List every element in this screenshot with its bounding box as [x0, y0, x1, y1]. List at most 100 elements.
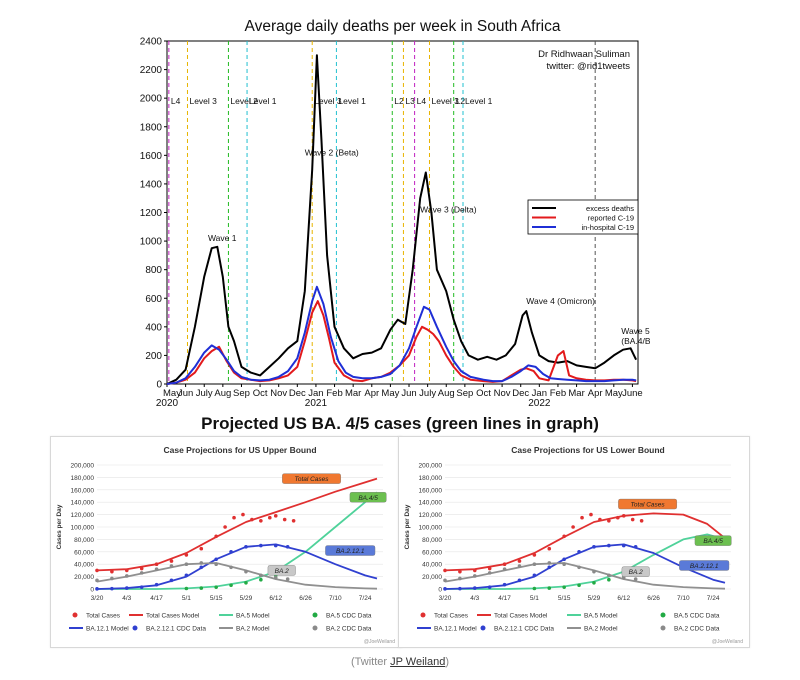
- data-point-ba-2-cdc-data: [592, 569, 596, 574]
- callout-label: BA.4/5: [703, 538, 723, 545]
- y-axis-label: Cases per Day: [404, 504, 411, 549]
- callout-label: BA.2.12.1: [336, 548, 365, 555]
- upper-bound-panel: Case Projections for US Upper Bound 0 20,0…: [50, 436, 402, 648]
- y-tick-label: 120,000: [71, 512, 95, 519]
- credit-label: @JoeWeiland: [364, 639, 395, 645]
- level-label: Level 3: [314, 96, 342, 106]
- x-tick-label: 4/3: [470, 595, 479, 602]
- y-tick-label: 1200: [140, 208, 163, 219]
- level-label: L2: [394, 96, 404, 106]
- callout-label: Total Cases: [631, 502, 666, 509]
- wave-annotation: (BA.4/BA.5): [621, 336, 650, 346]
- x-tick-label: Mar: [345, 388, 361, 399]
- data-point-ba-2-cdc-data: [607, 573, 611, 578]
- y-tick-label: 100,000: [419, 525, 443, 532]
- data-point-ba-2-cdc-data: [110, 576, 114, 581]
- y-tick-label: 120,000: [419, 512, 443, 519]
- x-tick-label: 4/17: [498, 595, 511, 602]
- y-tick-label: 20,000: [422, 574, 442, 581]
- x-tick-label: 5/29: [240, 595, 253, 602]
- y-tick-label: 200,000: [71, 463, 95, 470]
- data-point-ba-2-12-1-cdc-data: [517, 578, 522, 583]
- y-tick-label: 180,000: [419, 475, 443, 482]
- y-tick-label: 160,000: [419, 487, 443, 494]
- x-year-label: 2020: [156, 398, 179, 408]
- level-label: Level 2: [230, 96, 258, 106]
- y-tick-label: 0: [156, 380, 162, 391]
- y-tick-label: 1000: [140, 237, 163, 248]
- data-point-ba-2-12-1-cdc-data: [458, 586, 462, 591]
- data-point-total-cases: [223, 525, 227, 529]
- legend-label: BA.12.1 Model: [434, 626, 477, 633]
- data-point-ba-2-12-1-cdc-data: [259, 543, 263, 548]
- chart-title: Average daily deaths per week in South A…: [245, 18, 561, 35]
- y-tick-label: 40,000: [74, 562, 94, 569]
- model-line-total-cases-model: [96, 477, 378, 572]
- data-point-ba-5-cdc-data: [199, 586, 204, 590]
- data-point-total-cases: [139, 566, 144, 571]
- x-tick-label: Jan: [308, 388, 323, 399]
- x-tick-label: Apr: [364, 388, 379, 399]
- level-label: Level 3: [189, 96, 217, 106]
- data-point-ba-5-cdc-data: [562, 585, 566, 589]
- data-point-total-cases: [517, 559, 522, 563]
- y-tick-label: 160,000: [71, 487, 95, 494]
- data-point-ba-2-12-1-cdc-data: [285, 545, 290, 549]
- data-point-total-cases: [443, 568, 447, 573]
- y-tick-label: 0: [90, 587, 94, 594]
- data-point-ba-2-12-1-cdc-data: [592, 545, 596, 549]
- y-tick-label: 2200: [140, 65, 163, 76]
- level-label: Level 1: [249, 96, 277, 106]
- data-point-ba-2-cdc-data: [169, 564, 174, 568]
- x-tick-label: Mar: [568, 388, 584, 399]
- data-point-total-cases: [547, 546, 552, 551]
- x-tick-label: Aug: [438, 388, 455, 399]
- wave-annotation: Wave 3 (Delta): [420, 205, 477, 215]
- level-label: L4: [171, 96, 181, 106]
- data-point-ba-2-12-1-cdc-data: [229, 550, 233, 554]
- data-point-total-cases: [291, 519, 296, 523]
- x-tick-label: 3/20: [439, 595, 452, 602]
- y-tick-label: 140,000: [419, 500, 443, 507]
- data-point-ba-5-cdc-data: [214, 585, 218, 589]
- data-point-ba-2-12-1-cdc-data: [154, 582, 159, 587]
- x-tick-label: 6/12: [269, 595, 282, 602]
- data-point-ba-2-cdc-data: [517, 564, 522, 568]
- x-tick-label: 7/10: [329, 595, 342, 602]
- data-point-total-cases: [241, 512, 245, 517]
- legend-label: BA.5 Model: [584, 613, 618, 620]
- proj-title: Case Projections for US Upper Bound: [163, 445, 316, 455]
- data-point-ba-2-cdc-data: [95, 578, 99, 583]
- data-point-ba-2-12-1-cdc-data: [607, 543, 611, 548]
- x-tick-label: Aug: [214, 388, 231, 399]
- y-axis-label: Cases per Day: [56, 504, 63, 549]
- wave-annotation: Wave 1: [208, 233, 237, 243]
- caption-link[interactable]: JP Weiland: [390, 656, 446, 668]
- data-point-ba-2-cdc-data: [502, 567, 507, 571]
- data-point-total-cases: [232, 515, 236, 520]
- x-tick-label: Apr: [588, 388, 603, 399]
- author-name: Dr Ridhwaan Suliman: [538, 49, 630, 60]
- level-label: L2: [456, 96, 466, 106]
- legend-label: excess deaths: [586, 204, 634, 213]
- x-tick-label: Jan: [532, 388, 547, 399]
- data-point-total-cases: [250, 517, 254, 522]
- legend-marker: [420, 612, 426, 618]
- x-tick-label: Dec: [289, 388, 306, 399]
- legend-marker: [312, 612, 318, 618]
- data-point-total-cases: [259, 519, 263, 523]
- data-point-ba-2-cdc-data: [633, 577, 638, 581]
- data-point-ba-2-cdc-data: [124, 574, 129, 578]
- legend-marker: [132, 625, 138, 631]
- data-point-total-cases: [282, 517, 287, 522]
- legend-label: Total Cases: [86, 613, 121, 620]
- y-tick-label: 100,000: [71, 525, 95, 532]
- data-point-total-cases: [214, 534, 218, 539]
- legend-label: BA.2 CDC Data: [674, 626, 720, 633]
- legend-label: in-hospital C-19: [581, 223, 634, 232]
- proj-title: Case Projections for US Lower Bound: [511, 445, 665, 455]
- data-point-ba-2-12-1-cdc-data: [562, 557, 566, 562]
- legend-label: Total Cases: [434, 613, 469, 620]
- data-point-total-cases: [169, 559, 174, 563]
